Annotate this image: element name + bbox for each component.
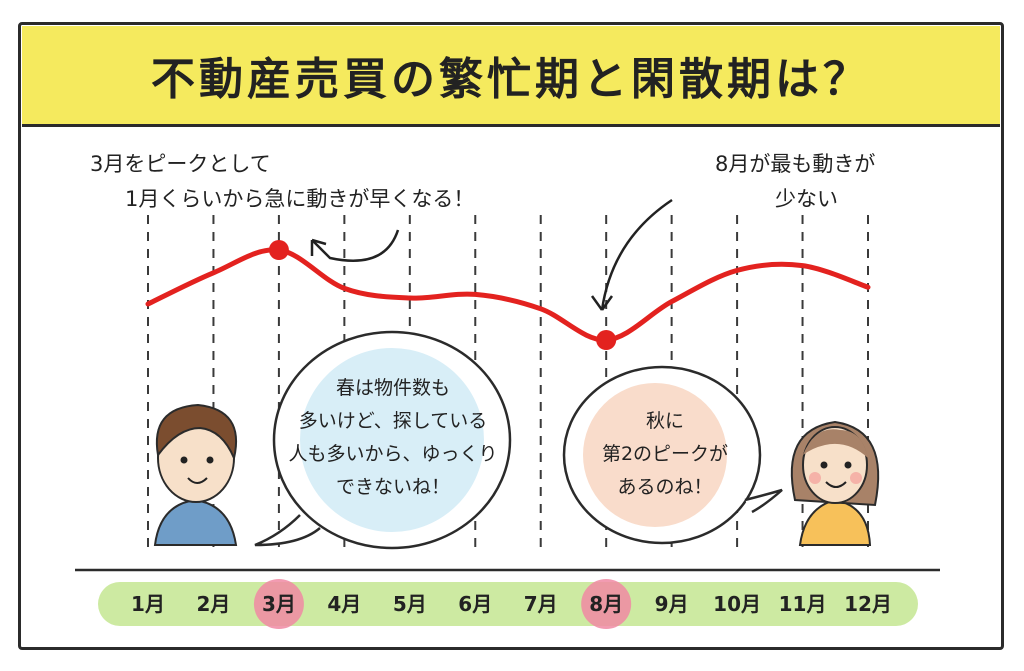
month-tick-label: 2月 (196, 592, 230, 616)
month-tick-label: 8月 (589, 592, 623, 616)
man-speech-text: 春は物件数も 多いけど、探している 人も多いから、ゆっくり できないね！ (283, 372, 503, 504)
woman-bubble-tint (583, 383, 727, 527)
data-point (342, 286, 346, 290)
woman-speech-line: あるのね！ (617, 476, 713, 498)
month-tick-label: 7月 (524, 592, 558, 616)
man-speech-line: 多いけど、探している (298, 410, 488, 432)
month-tick-label: 4月 (327, 592, 361, 616)
woman-shirt (798, 498, 872, 546)
month-tick-label: 10月 (713, 592, 761, 616)
man-speech-line: 人も多いから、ゆっくり (288, 443, 498, 465)
month-tick-label: 5月 (393, 592, 427, 616)
woman-speech-line: 秋に (645, 410, 684, 432)
woman-bubble-tail (744, 488, 783, 514)
month-tick-label: 6月 (458, 592, 492, 616)
man-speech-line: 春は物件数も (335, 377, 450, 399)
woman-mouth (825, 481, 847, 488)
chart-title: 不動産売買の繁忙期と閑散期は？ (151, 54, 871, 105)
woman-character (790, 420, 880, 546)
data-point (735, 268, 739, 272)
woman-eye (844, 461, 852, 469)
arrow-to-peak (311, 229, 400, 262)
title-banner: 不動産売買の繁忙期と閑散期は？ (22, 26, 1000, 127)
woman-cheek (809, 472, 821, 484)
man-mouth (187, 477, 208, 484)
man-character (153, 403, 238, 546)
arrow-head (310, 238, 327, 256)
woman-bangs (803, 429, 868, 458)
man-bubble-tail (254, 514, 321, 547)
data-point (146, 302, 150, 306)
data-point (211, 271, 215, 275)
annotation-low-line2: 少ない (775, 187, 838, 211)
woman-eye (820, 461, 828, 469)
man-speech-line: できないね！ (335, 476, 450, 498)
data-point (408, 296, 412, 300)
annotation-low-line1: 8月が最も動きが (715, 152, 876, 176)
highlight-marker (268, 240, 289, 260)
data-line (145, 247, 871, 343)
highlight-month-circle (581, 579, 632, 629)
man-bubble-tint (300, 348, 484, 532)
month-tick-label: 3月 (262, 592, 296, 616)
annotation-peak-line1: 3月をピークとして (90, 152, 271, 176)
woman-cheek (850, 472, 862, 484)
month-tick-label: 9月 (655, 592, 689, 616)
woman-speech-line: 第2のピークが (601, 443, 729, 465)
data-point (670, 300, 674, 304)
data-point (473, 292, 477, 296)
month-tick-label: 1月 (131, 592, 165, 616)
man-hair (155, 403, 238, 462)
month-tick-label: 11月 (779, 592, 827, 616)
arrow-to-low (600, 198, 673, 311)
man-eye (180, 456, 188, 464)
highlight-month-circle (253, 579, 304, 629)
month-tick-label: 12月 (844, 592, 892, 616)
data-point (539, 307, 543, 311)
arrow-head (590, 295, 614, 311)
man-shirt (153, 498, 238, 546)
woman-speech-text: 秋に 第2のピークが あるのね！ (580, 405, 750, 504)
data-point (866, 285, 870, 289)
highlight-marker (596, 330, 617, 350)
annotation-peak-line2: 1月くらいから急に動きが早くなる！ (125, 187, 475, 211)
month-band (98, 582, 918, 626)
man-eye (206, 456, 214, 464)
data-point (801, 264, 805, 268)
